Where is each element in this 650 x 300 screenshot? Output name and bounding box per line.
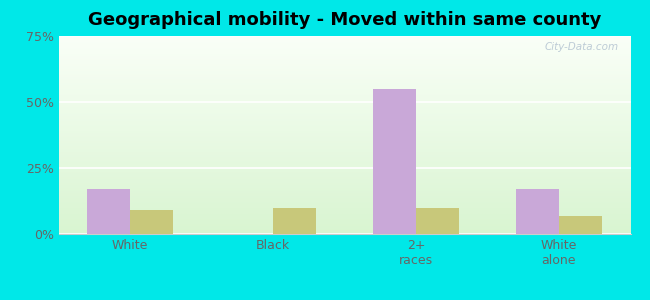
Bar [373, 89, 416, 234]
Bar [516, 189, 559, 234]
Bar [559, 215, 602, 234]
Bar [416, 208, 459, 234]
Title: Geographical mobility - Moved within same county: Geographical mobility - Moved within sam… [88, 11, 601, 29]
Bar [273, 208, 316, 234]
Bar [130, 210, 173, 234]
Text: City-Data.com: City-Data.com [545, 42, 619, 52]
Bar [87, 189, 130, 234]
